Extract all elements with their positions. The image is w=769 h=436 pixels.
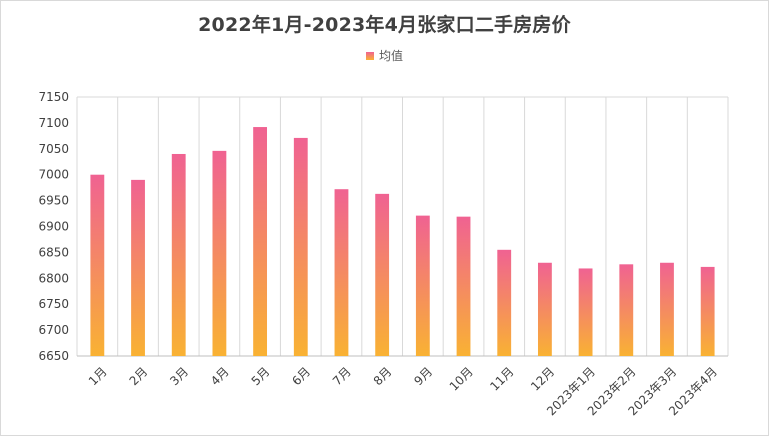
bar [375,193,390,356]
y-tick-label: 7000 [38,168,69,182]
y-tick-label: 6900 [38,220,69,234]
x-tick-label: 1月 [86,364,110,388]
y-tick-label: 6700 [38,323,69,337]
x-tick-label: 2月 [127,364,151,388]
bar [700,266,715,356]
x-tick-label: 10月 [447,364,476,393]
y-tick-label: 6800 [38,271,69,285]
bar [456,216,471,356]
y-tick-label: 7150 [38,90,69,104]
bar [212,150,227,356]
bar [415,215,430,356]
x-tick-label: 12月 [528,364,557,393]
bar [537,262,552,356]
y-tick-label: 6950 [38,194,69,208]
x-tick-label: 5月 [249,364,273,388]
x-tick-label: 7月 [330,364,354,388]
legend-swatch [365,51,374,60]
bar [293,137,308,356]
bar [619,264,634,356]
legend-label: 均值 [378,49,403,63]
y-tick-label: 6650 [38,349,69,363]
x-tick-label: 9月 [411,364,435,388]
y-tick-label: 6750 [38,297,69,311]
chart-legend: 均值 [1,47,768,64]
bar [578,268,593,356]
bar [334,189,349,356]
y-tick-label: 6850 [38,245,69,259]
bar [171,153,186,356]
bar [497,249,512,356]
x-tick-label: 8月 [371,364,395,388]
bar [131,179,145,356]
x-tick-label: 6月 [289,364,313,388]
bar [660,262,674,356]
y-tick-label: 7050 [38,142,69,156]
x-tick-label: 4月 [208,364,232,388]
x-tick-label: 11月 [487,364,516,393]
x-tick-label: 3月 [167,364,191,388]
chart-title: 2022年1月-2023年4月张家口二手房房价 [198,14,571,36]
bar [90,174,105,356]
bar [253,127,268,356]
y-tick-label: 7100 [38,116,69,130]
